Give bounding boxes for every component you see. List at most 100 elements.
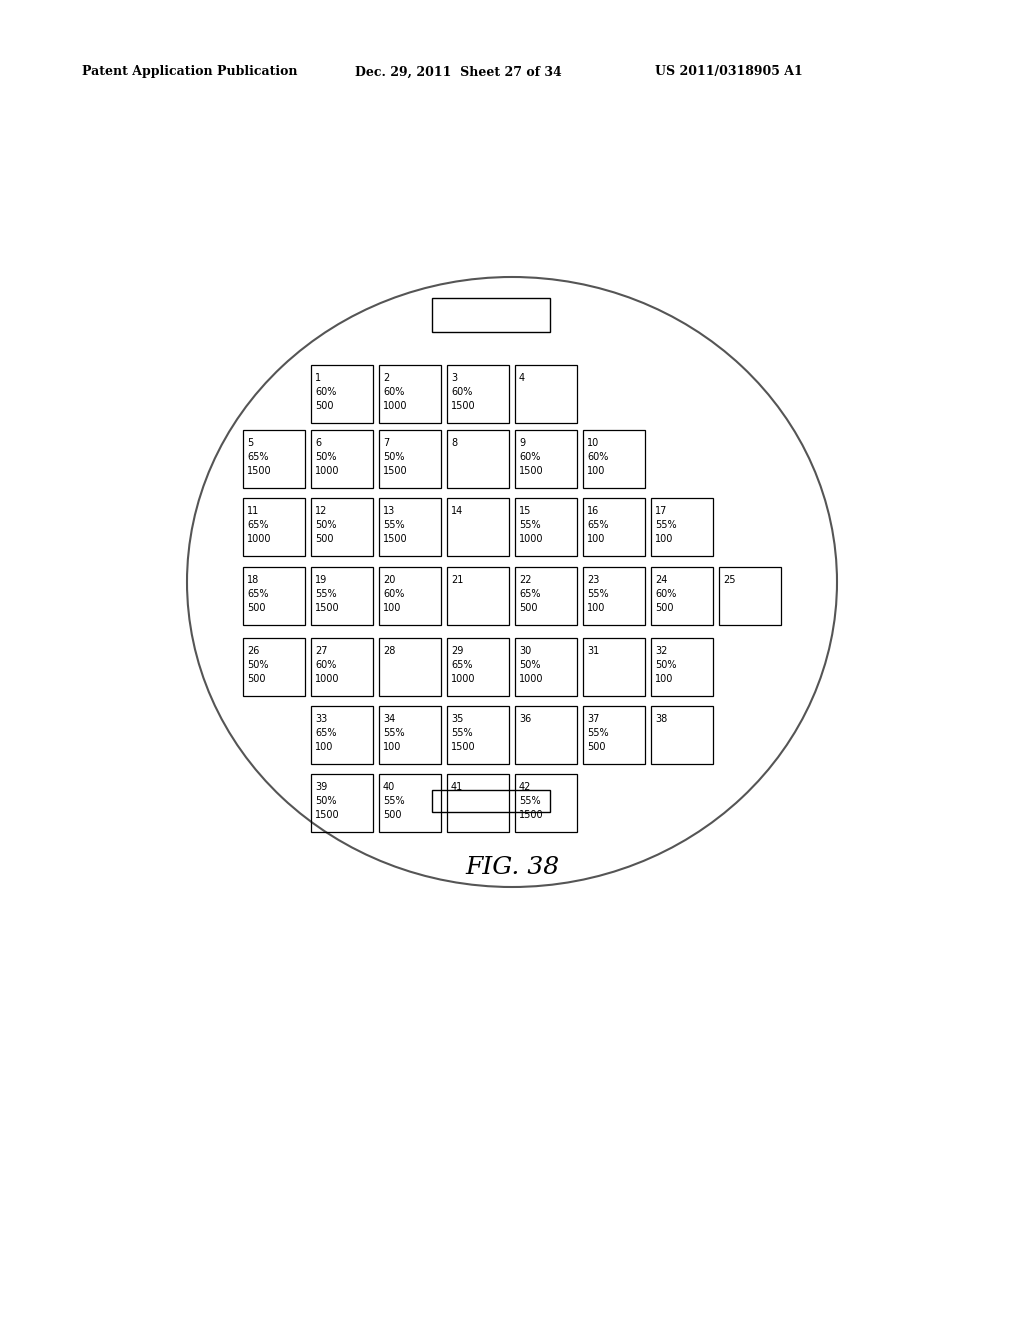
Text: 2: 2 [383, 374, 389, 383]
Bar [379, 366, 441, 422]
Text: 50%: 50% [315, 520, 337, 531]
Text: 500: 500 [655, 603, 674, 612]
Bar [311, 366, 373, 422]
Text: 37: 37 [587, 714, 599, 723]
Text: 55%: 55% [383, 729, 404, 738]
Text: 38: 38 [655, 714, 668, 723]
Text: 33: 33 [315, 714, 328, 723]
Text: Patent Application Publication: Patent Application Publication [82, 66, 298, 78]
Bar [447, 568, 509, 624]
Text: 55%: 55% [519, 796, 541, 807]
Text: 4: 4 [519, 374, 525, 383]
Bar [379, 498, 441, 556]
Text: 5: 5 [247, 438, 253, 447]
Text: 1500: 1500 [247, 466, 271, 477]
Text: 65%: 65% [247, 451, 268, 462]
Text: 36: 36 [519, 714, 531, 723]
Text: 60%: 60% [519, 451, 541, 462]
Text: 55%: 55% [383, 520, 404, 531]
Bar [311, 430, 373, 488]
Bar [311, 498, 373, 556]
Bar [583, 706, 645, 764]
Text: 65%: 65% [315, 729, 337, 738]
Text: 11: 11 [247, 506, 259, 516]
Bar [243, 498, 305, 556]
Text: 30: 30 [519, 645, 531, 656]
Text: 100: 100 [655, 675, 674, 684]
Bar [583, 568, 645, 624]
Text: 1000: 1000 [519, 675, 544, 684]
Bar [515, 430, 577, 488]
Text: 100: 100 [315, 742, 334, 752]
Text: 55%: 55% [315, 589, 337, 599]
Text: 65%: 65% [519, 589, 541, 599]
Text: 10: 10 [587, 438, 599, 447]
Text: 32: 32 [655, 645, 668, 656]
Bar [447, 498, 509, 556]
Text: 1: 1 [315, 374, 322, 383]
Text: 27: 27 [315, 645, 328, 656]
Text: 50%: 50% [315, 451, 337, 462]
Bar [583, 498, 645, 556]
Text: 55%: 55% [519, 520, 541, 531]
Text: 8: 8 [451, 438, 457, 447]
Bar [515, 366, 577, 422]
Bar [432, 789, 550, 812]
Text: 500: 500 [315, 401, 334, 411]
Bar [243, 430, 305, 488]
Text: 28: 28 [383, 645, 395, 656]
Bar [515, 774, 577, 832]
Bar [651, 706, 713, 764]
Bar [379, 568, 441, 624]
Bar [447, 774, 509, 832]
Text: 1000: 1000 [383, 401, 408, 411]
Text: 100: 100 [655, 535, 674, 544]
Text: 1500: 1500 [315, 603, 340, 612]
Bar [651, 498, 713, 556]
Text: 50%: 50% [519, 660, 541, 671]
Bar [311, 774, 373, 832]
Text: 20: 20 [383, 576, 395, 585]
Text: 500: 500 [315, 535, 334, 544]
Text: 12: 12 [315, 506, 328, 516]
Text: 39: 39 [315, 781, 328, 792]
Bar [243, 568, 305, 624]
Bar [583, 430, 645, 488]
Text: 500: 500 [247, 603, 265, 612]
Text: 50%: 50% [383, 451, 404, 462]
Text: 55%: 55% [655, 520, 677, 531]
Text: 17: 17 [655, 506, 668, 516]
Text: 60%: 60% [587, 451, 608, 462]
Text: 42: 42 [519, 781, 531, 792]
Text: 65%: 65% [587, 520, 608, 531]
Text: 13: 13 [383, 506, 395, 516]
Text: 14: 14 [451, 506, 463, 516]
Text: 60%: 60% [383, 589, 404, 599]
Text: 55%: 55% [383, 796, 404, 807]
Bar [379, 706, 441, 764]
Text: 1500: 1500 [383, 535, 408, 544]
Text: 50%: 50% [315, 796, 337, 807]
Text: 60%: 60% [655, 589, 677, 599]
Bar [651, 638, 713, 696]
Text: 1500: 1500 [383, 466, 408, 477]
Text: 100: 100 [587, 466, 605, 477]
Text: 55%: 55% [587, 589, 608, 599]
Bar [447, 366, 509, 422]
Text: 1500: 1500 [451, 401, 475, 411]
Text: 100: 100 [383, 603, 401, 612]
Text: 40: 40 [383, 781, 395, 792]
Text: 7: 7 [383, 438, 389, 447]
Text: Dec. 29, 2011  Sheet 27 of 34: Dec. 29, 2011 Sheet 27 of 34 [355, 66, 562, 78]
Text: 1500: 1500 [315, 810, 340, 820]
Text: 50%: 50% [247, 660, 268, 671]
Text: 41: 41 [451, 781, 463, 792]
Text: US 2011/0318905 A1: US 2011/0318905 A1 [655, 66, 803, 78]
Text: 55%: 55% [451, 729, 473, 738]
Text: 21: 21 [451, 576, 464, 585]
Text: 23: 23 [587, 576, 599, 585]
Text: 15: 15 [519, 506, 531, 516]
Text: 60%: 60% [315, 387, 336, 397]
Text: 1000: 1000 [315, 675, 340, 684]
Text: 1000: 1000 [315, 466, 340, 477]
